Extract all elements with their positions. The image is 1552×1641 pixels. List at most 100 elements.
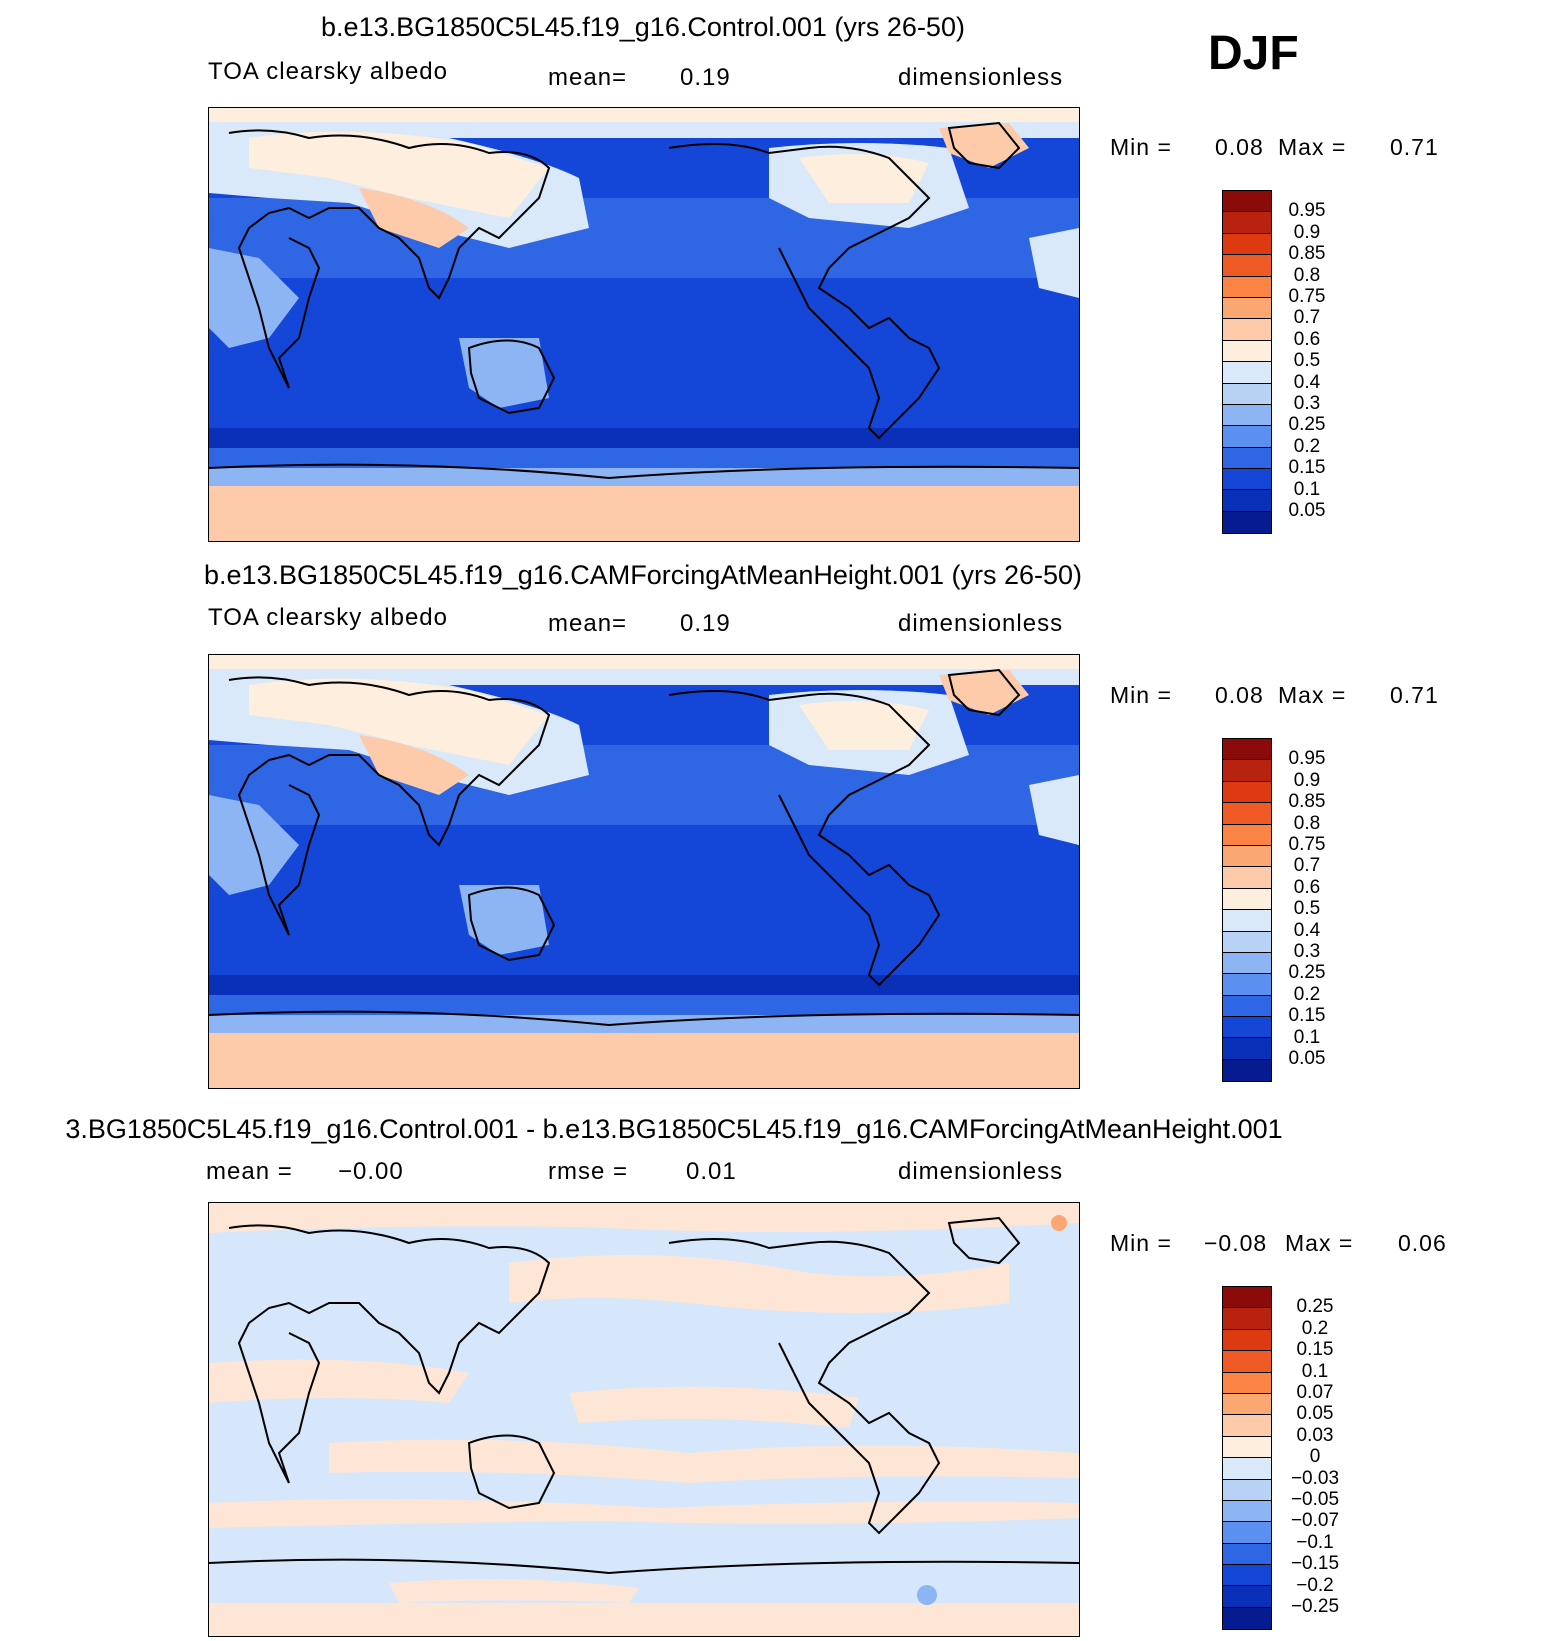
colorbar-segment <box>1223 383 1271 405</box>
colorbar-tick-label: 0.75 <box>1288 834 1326 855</box>
colorbar-segment <box>1223 319 1271 341</box>
colorbar-tick-label: 0.85 <box>1288 791 1326 813</box>
difference-map-svg <box>209 1203 1079 1636</box>
colorbar-tick-label: 0.6 <box>1293 328 1321 350</box>
colorbar-segment <box>1223 1329 1271 1352</box>
max-value: 0.06 <box>1398 1230 1447 1256</box>
colorbar-segment <box>1223 297 1271 320</box>
colorbar-tick-label: 0.15 <box>1288 457 1326 479</box>
albedo-map-svg <box>209 655 1079 1088</box>
colorbar-segment <box>1223 233 1271 256</box>
colorbar-tick-label: 0.85 <box>1288 243 1326 265</box>
colorbar-tick-label: 0.15 <box>1288 1005 1326 1027</box>
units-label: dimensionless <box>898 610 1064 637</box>
units-label: dimensionless <box>898 1158 1064 1185</box>
max-label: Max = <box>1278 682 1347 708</box>
colorbar-tick-label: 0.6 <box>1293 876 1321 898</box>
colorbar-tick-label: 0.2 <box>1293 435 1321 457</box>
colorbar <box>1222 190 1272 535</box>
colorbar-tick-label: 0.07 <box>1296 1382 1334 1403</box>
colorbar-tick-label: 0.03 <box>1296 1424 1334 1446</box>
coastlines <box>209 668 1079 1027</box>
colorbar-segment <box>1223 931 1271 953</box>
colorbar-segment <box>1223 867 1271 889</box>
colorbar-segment <box>1223 1059 1271 1082</box>
colorbar-tick-label: −0.03 <box>1290 1467 1340 1489</box>
mean-value: 0.19 <box>680 64 731 91</box>
rmse-label: rmse = <box>548 1158 629 1185</box>
colorbar-segment <box>1223 490 1271 512</box>
mean-label: mean= <box>548 610 628 637</box>
colorbar-tick-label: 0.1 <box>1293 478 1321 500</box>
colorbar-segment <box>1223 255 1271 277</box>
variable-label: TOA clearsky albedo <box>208 58 449 85</box>
colorbar-tick-label: 0.9 <box>1293 769 1321 791</box>
colorbar-segment <box>1223 191 1271 213</box>
variable-label: TOA clearsky albedo <box>208 604 449 631</box>
colorbar-tick-label: 0.05 <box>1288 1048 1326 1069</box>
colorbar-tick-label: 0.2 <box>1293 983 1321 1005</box>
colorbar-tick-label: 0 <box>1309 1446 1321 1468</box>
colorbar-segment <box>1223 426 1271 448</box>
max-label: Max = <box>1285 1230 1354 1256</box>
colorbar-tick-label: 0.25 <box>1296 1296 1334 1318</box>
colorbar-tick-label: 0.3 <box>1293 941 1321 962</box>
colorbar-segment <box>1223 1038 1271 1060</box>
colorbar-segment <box>1223 404 1271 427</box>
mean-value: −0.00 <box>338 1158 404 1185</box>
colorbar-tick-label: −0.07 <box>1290 1510 1340 1532</box>
colorbar-tick-label: 0.1 <box>1293 1026 1321 1048</box>
colorbar-segment <box>1223 511 1271 534</box>
min-value: 0.08 <box>1215 682 1264 708</box>
colorbar-segment <box>1223 1393 1271 1416</box>
min-label: Min = <box>1110 682 1172 708</box>
colorbar-tick-label: 0.05 <box>1296 1403 1334 1425</box>
colorbar-segment <box>1223 974 1271 996</box>
colorbar-segment <box>1223 362 1271 384</box>
colorbar-segment <box>1223 1308 1271 1330</box>
colorbar-segment <box>1223 995 1271 1018</box>
albedo-map-svg <box>209 108 1079 541</box>
colorbar-segment <box>1223 1372 1271 1394</box>
colorbar-segment <box>1223 1415 1271 1437</box>
mean-label: mean = <box>206 1158 293 1185</box>
coastlines <box>209 1216 1079 1575</box>
colorbar-segment <box>1223 1522 1271 1544</box>
colorbar-segment <box>1223 212 1271 234</box>
max-value: 0.71 <box>1390 134 1439 160</box>
colorbar-segment <box>1223 888 1271 911</box>
colorbar-segment <box>1223 1351 1271 1373</box>
colorbar-segment <box>1223 1458 1271 1480</box>
colorbar-tick-label: 0.7 <box>1293 307 1321 329</box>
colorbar-segment <box>1223 1017 1271 1039</box>
mean-label: mean= <box>548 64 628 91</box>
colorbar-tick-label: 0.25 <box>1288 962 1326 984</box>
colorbar-segment <box>1223 1586 1271 1608</box>
colorbar-tick-label: 0.7 <box>1293 855 1321 877</box>
albedo-map <box>208 107 1080 542</box>
colorbar-tick-label: 0.95 <box>1288 748 1326 770</box>
colorbar-tick-label: 0.1 <box>1301 1360 1329 1382</box>
colorbar-segment <box>1223 1500 1271 1523</box>
albedo-map <box>208 654 1080 1089</box>
colorbar-segment <box>1223 1287 1271 1309</box>
min-value: 0.08 <box>1215 134 1264 160</box>
colorbar-segment <box>1223 469 1271 491</box>
panel-title: b.e13.BG1850C5L45.f19_g16.Control.001 (y… <box>321 12 965 42</box>
difference-map <box>208 1202 1080 1637</box>
colorbar-segment <box>1223 1543 1271 1566</box>
coastlines <box>209 121 1079 480</box>
colorbar-segment <box>1223 803 1271 825</box>
colorbar-tick-label: 0.3 <box>1293 393 1321 414</box>
colorbar-tick-label: 0.95 <box>1288 200 1326 222</box>
colorbar-segment <box>1223 952 1271 975</box>
min-value: −0.08 <box>1204 1230 1268 1256</box>
colorbar-segment <box>1223 845 1271 868</box>
season-label: DJF <box>1208 27 1299 80</box>
colorbar-segment <box>1223 1607 1271 1630</box>
colorbar-segment <box>1223 781 1271 804</box>
colorbar-tick-label: −0.05 <box>1290 1489 1340 1510</box>
min-label: Min = <box>1110 134 1172 160</box>
colorbar-segment <box>1223 1565 1271 1587</box>
colorbar-segment <box>1223 1479 1271 1501</box>
